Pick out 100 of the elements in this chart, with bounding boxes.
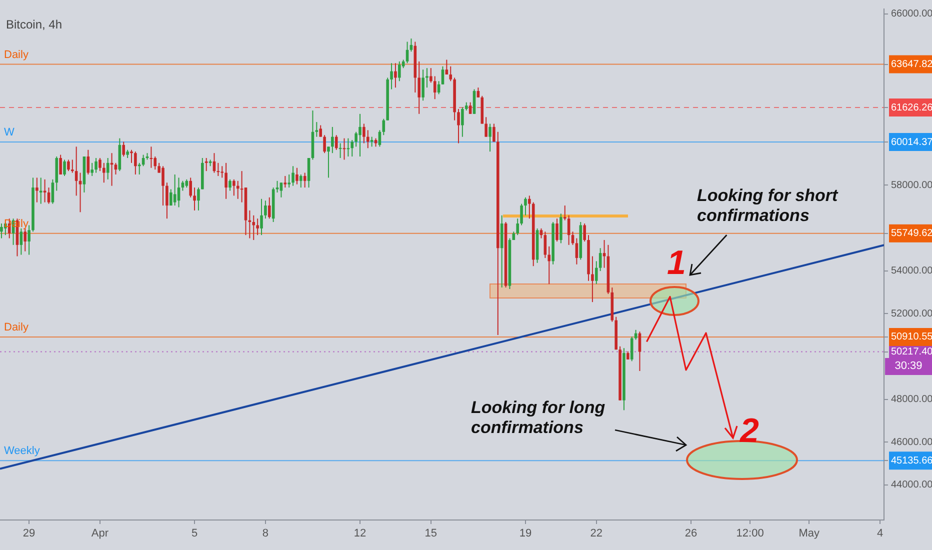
candlestick	[173, 174, 176, 206]
candlestick	[94, 157, 98, 174]
candlestick	[24, 228, 27, 252]
ref-line-label: W	[4, 126, 15, 139]
candlestick	[350, 140, 354, 157]
candlestick	[102, 162, 106, 184]
candlestick	[441, 66, 444, 85]
candlestick	[268, 196, 271, 220]
ref-line-label: Weekly	[4, 445, 40, 458]
candlestick	[430, 68, 432, 84]
candlestick	[28, 224, 30, 256]
candlestick	[315, 122, 318, 138]
candlestick	[74, 146, 78, 196]
candlestick	[292, 166, 294, 186]
x-tick-label: Apr	[91, 528, 109, 540]
candlestick	[130, 149, 133, 164]
candlestick	[516, 218, 519, 236]
candlestick	[398, 60, 401, 82]
candlestick	[520, 203, 523, 226]
candlestick	[189, 177, 192, 198]
candlestick	[563, 205, 566, 221]
candlestick	[67, 159, 70, 172]
candlestick	[346, 138, 350, 157]
candlestick	[560, 213, 562, 244]
y-tick-label: 48000.00	[891, 394, 932, 406]
candlestick	[492, 123, 496, 142]
candlestick	[540, 228, 543, 239]
candlestick	[334, 134, 338, 150]
candlestick	[358, 113, 362, 157]
candlestick	[342, 138, 346, 160]
candlestick	[78, 172, 82, 213]
candlestick	[422, 69, 424, 102]
candlestick	[319, 124, 322, 138]
x-tick-label: 19	[519, 528, 532, 540]
candlestick	[260, 198, 263, 236]
y-tick-label: 45135.66	[891, 455, 932, 466]
candlestick	[591, 256, 594, 303]
y-tick-label: 54000.00	[891, 266, 932, 277]
candlestick	[323, 134, 326, 154]
candlestick	[166, 182, 168, 220]
candlestick	[354, 131, 358, 148]
candlestick	[106, 157, 110, 180]
candlestick	[418, 60, 420, 114]
candlestick	[296, 167, 298, 185]
candlestick	[575, 238, 578, 265]
x-tick-label: 12:00	[736, 528, 764, 540]
x-tick-label: May	[798, 528, 820, 540]
candlestick	[410, 38, 413, 52]
candlestick	[288, 174, 290, 188]
candlestick	[114, 162, 118, 175]
candlestick	[232, 178, 236, 196]
candlestick	[47, 187, 50, 204]
y-tick-label: 60014.37	[891, 136, 932, 148]
text: 30:39	[885, 358, 932, 375]
candlestick	[63, 159, 66, 176]
candlestick	[362, 123, 366, 144]
y-tick-label: 50910.55	[891, 332, 932, 343]
candlestick	[338, 142, 342, 158]
candlestick	[445, 59, 448, 76]
candlestick	[216, 162, 220, 176]
candlestick	[528, 195, 531, 220]
candlestick	[556, 218, 558, 242]
candlestick	[594, 260, 598, 285]
annotation: Looking for short confirmations	[697, 186, 840, 226]
candlestick	[36, 177, 38, 203]
candlestick	[86, 149, 90, 175]
y-tick-label: 44000.00	[891, 480, 932, 491]
x-tick-label: 8	[262, 528, 269, 540]
y-tick-label: 52000.00	[891, 308, 932, 320]
candlestick	[193, 187, 196, 211]
candlestick	[228, 178, 232, 192]
y-tick-label: 66000.00	[891, 8, 932, 20]
candlestick	[468, 102, 472, 114]
candlestick	[630, 336, 634, 362]
candlestick	[70, 159, 74, 174]
candlestick	[138, 162, 141, 175]
candlestick	[220, 166, 224, 178]
candlestick	[366, 130, 370, 149]
candlestick	[524, 196, 527, 216]
candlestick	[303, 172, 306, 188]
candlestick	[98, 157, 102, 172]
x-tick-label: 12	[354, 528, 366, 540]
candlestick	[284, 175, 287, 188]
candlestick	[59, 154, 62, 175]
y-tick-label: 55749.62	[891, 228, 932, 240]
candlestick	[300, 174, 302, 188]
candlestick	[181, 180, 184, 192]
candlestick	[390, 62, 393, 90]
candlestick	[327, 146, 330, 178]
candlestick	[488, 123, 492, 152]
candlestick	[150, 146, 153, 168]
y-tick-label: 58000.00	[891, 180, 932, 191]
candlestick	[0, 223, 3, 239]
candlestick	[252, 214, 256, 240]
candlestick	[484, 116, 488, 138]
y-tick-label: 50217.40	[891, 346, 932, 358]
annotation: Looking for long confirmations	[471, 398, 606, 438]
candlestick	[426, 68, 428, 88]
candlestick	[382, 118, 386, 136]
ref-line-label: Daily	[4, 48, 29, 61]
